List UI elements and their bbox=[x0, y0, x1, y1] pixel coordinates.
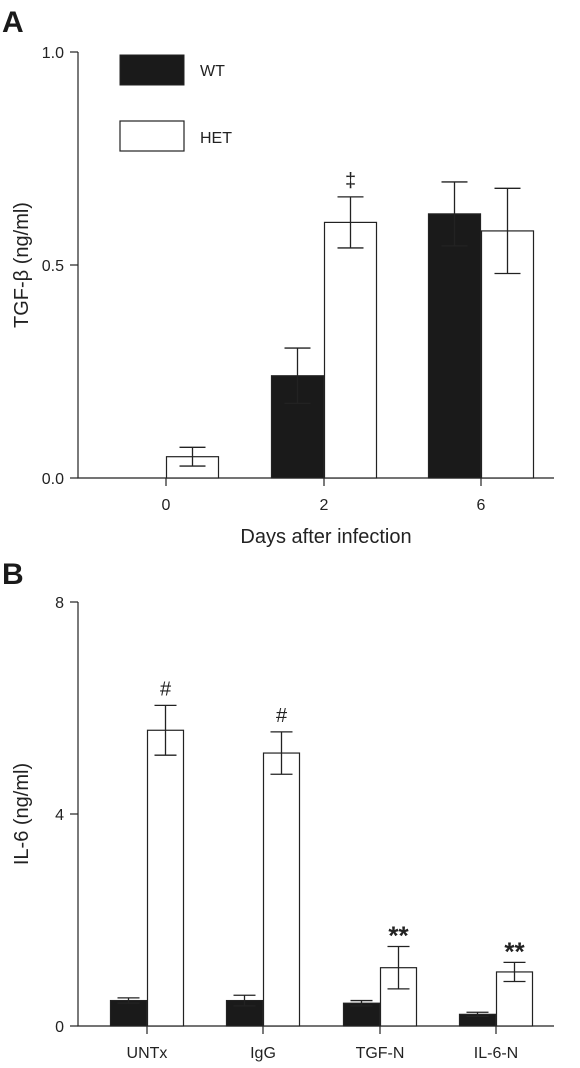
panel-b-ylabel: IL-6 (ng/ml) bbox=[11, 763, 33, 865]
panel-a-ylabel: TGF-β (ng/ml) bbox=[11, 202, 33, 328]
panel-b-xtick-label: UNTx bbox=[127, 1045, 168, 1062]
panel-b-annotation-3: ** bbox=[504, 936, 525, 966]
panel-a: A 1.0 0.5 0.0 0 2 6 Days after infection… bbox=[2, 6, 554, 548]
legend-swatch-het bbox=[119, 120, 185, 152]
panel-b-errorbar-het-0 bbox=[154, 704, 177, 756]
panel-b: B 8 4 0 UNTx IgG TGF-N IL-6-N IL-6 (ng/m… bbox=[2, 558, 554, 1062]
panel-a-letter: A bbox=[2, 6, 24, 39]
panel-b-annotation-0: # bbox=[160, 678, 172, 700]
panel-b-errorbar-wt-0 bbox=[117, 997, 140, 1004]
panel-b-xtick-label: IgG bbox=[250, 1045, 276, 1062]
panel-b-letter: B bbox=[2, 558, 24, 591]
panel-a-xtick-label: 2 bbox=[320, 497, 329, 514]
panel-a-xtick-label: 6 bbox=[477, 497, 486, 514]
panel-a-ytick-label: 1.0 bbox=[42, 45, 64, 62]
panel-b-xtick-label: TGF-N bbox=[356, 1045, 405, 1062]
panel-b-xtick-label: IL-6-N bbox=[474, 1045, 518, 1062]
panel-a-errorbar-het-2 bbox=[494, 187, 521, 275]
panel-b-errorbar-het-1 bbox=[270, 731, 293, 775]
panel-a-xtick-label: 0 bbox=[162, 497, 171, 514]
panel-a-ytick-label: 0.5 bbox=[42, 258, 64, 275]
panel-a-errorbar-wt-2 bbox=[441, 181, 468, 247]
panel-b-bar-het-1 bbox=[262, 752, 301, 1027]
panel-b-bar-wt-0 bbox=[109, 999, 148, 1027]
panel-b-bar-wt-2 bbox=[342, 1002, 381, 1027]
panel-a-errorbar-het-0 bbox=[179, 446, 206, 467]
panel-b-bar-het-0 bbox=[146, 729, 185, 1027]
panel-a-errorbar-wt-1 bbox=[284, 347, 311, 405]
panel-b-errorbar-wt-2 bbox=[350, 999, 373, 1007]
panel-a-errorbar-het-1 bbox=[337, 196, 364, 249]
panel-a-ytick-label: 0.0 bbox=[42, 471, 64, 488]
panel-b-errorbar-wt-1 bbox=[233, 994, 256, 1007]
panel-b-bars: # # ** ** bbox=[109, 678, 534, 1027]
panel-a-bar-het-1 bbox=[323, 221, 378, 479]
legend-label-het: HET bbox=[200, 130, 232, 147]
panel-a-legend: WT HET bbox=[119, 54, 232, 152]
panel-b-ytick-label: 8 bbox=[55, 595, 64, 612]
panel-a-annotation-0: ‡ bbox=[345, 170, 356, 192]
legend-label-wt: WT bbox=[200, 63, 225, 80]
panel-b-errorbar-het-3 bbox=[503, 961, 526, 983]
panel-a-xlabel: Days after infection bbox=[240, 526, 411, 548]
legend-swatch-wt bbox=[119, 54, 185, 86]
panel-b-errorbar-wt-3 bbox=[466, 1011, 489, 1018]
panel-b-annotation-2: ** bbox=[388, 921, 409, 951]
panel-a-bars: ‡ bbox=[165, 170, 535, 479]
panel-b-ytick-label: 4 bbox=[55, 807, 64, 824]
panel-b-errorbar-het-2 bbox=[387, 945, 410, 990]
panel-a-bar-wt-2 bbox=[427, 213, 482, 479]
panel-b-annotation-1: # bbox=[276, 705, 288, 727]
panel-b-ytick-label: 0 bbox=[55, 1019, 64, 1036]
